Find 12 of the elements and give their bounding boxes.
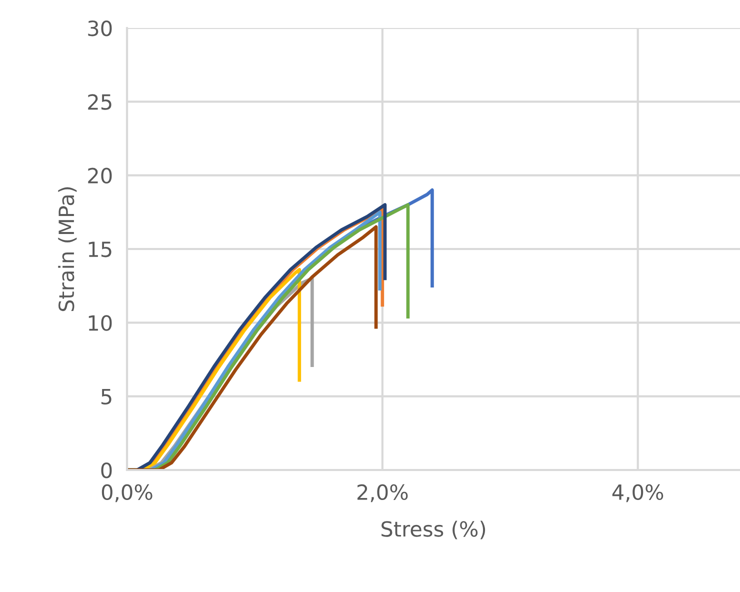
- x-axis-title: Stress (%): [382, 520, 486, 540]
- y-tick-label: 0: [101, 462, 112, 478]
- y-axis-title: Strain (MPa): [58, 187, 77, 312]
- x-tick-label: 0,0%: [102, 484, 152, 502]
- y-tick-label: 30: [88, 20, 112, 36]
- x-tick-label: 2,0%: [357, 484, 408, 502]
- y-tick-label: 20: [88, 168, 112, 184]
- y-tick-label: 5: [101, 389, 112, 405]
- y-tick-label: 10: [88, 315, 112, 331]
- y-tick-label: 15: [88, 242, 112, 258]
- y-tick-label: 25: [88, 94, 112, 110]
- x-tick-label: 4,0%: [612, 484, 664, 502]
